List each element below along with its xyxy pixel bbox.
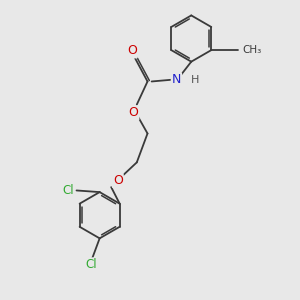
Text: H: H [190,75,199,85]
Text: N: N [172,73,181,86]
Text: CH₃: CH₃ [243,45,262,55]
Text: O: O [113,174,123,187]
Text: Cl: Cl [85,258,97,271]
Text: O: O [129,106,138,119]
Text: Cl: Cl [62,184,74,197]
Text: O: O [127,44,137,57]
